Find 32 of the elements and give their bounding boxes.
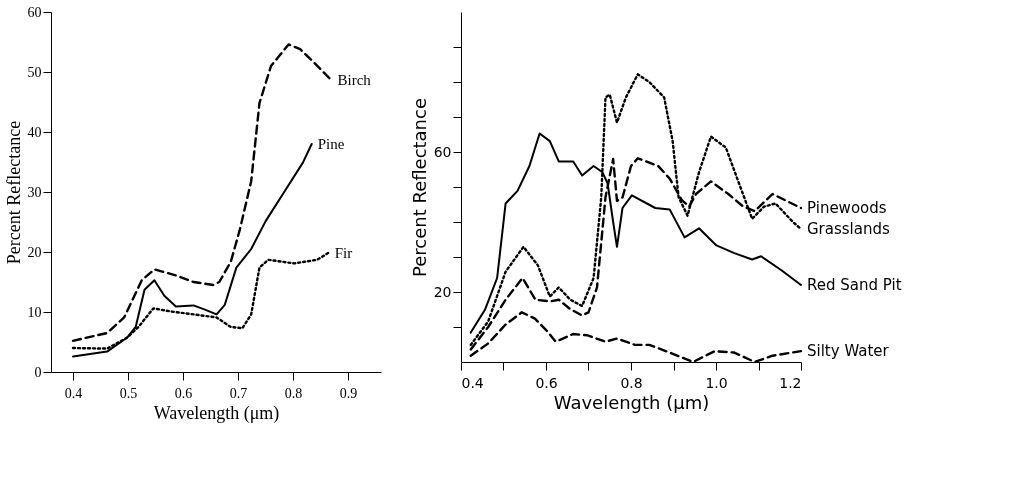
x-tick-label: 0.7 [229, 385, 248, 401]
y-tick-label: 50 [27, 64, 42, 80]
y-tick-label: 30 [27, 184, 42, 200]
series-label: Grasslands [807, 220, 890, 238]
y-tick-label: 40 [27, 124, 42, 140]
series-label: Red Sand Pit [807, 276, 902, 294]
y-tick-label: 60 [433, 143, 452, 160]
x-axis-title: Wavelength (μm) [553, 391, 710, 413]
x-tick-label: 0.5 [119, 385, 138, 401]
y-tick-label: 20 [433, 283, 452, 300]
x-tick-label: 1.0 [705, 374, 728, 391]
x-tick-label: 0.8 [284, 385, 303, 401]
x-tick-label: 0.4 [461, 374, 484, 391]
y-tick-label: 60 [27, 4, 42, 20]
x-tick-label: 0.9 [339, 385, 358, 401]
series-label: Pinewoods [807, 199, 887, 217]
series-label: Birch [337, 72, 372, 89]
series-label: Pine [317, 136, 345, 152]
x-tick-label: 1.2 [779, 374, 802, 391]
x-tick-label: 0.4 [64, 385, 83, 401]
y-tick-label: 0 [34, 364, 42, 380]
series-label: Silty Water [807, 342, 890, 361]
series-label: Fir [334, 244, 353, 261]
x-tick-label: 0.6 [535, 374, 558, 391]
x-axis-title: Wavelength (μm) [153, 402, 280, 424]
x-tick-label: 0.6 [174, 385, 193, 401]
x-tick-label: 0.8 [620, 374, 643, 391]
y-axis-title: Percent Reflectance [3, 120, 24, 265]
line-series [469, 73, 803, 347]
y-tick-label: 20 [27, 244, 42, 260]
y-tick-label: 10 [27, 304, 42, 320]
y-axis-title: Percent Reflectance [408, 98, 430, 277]
